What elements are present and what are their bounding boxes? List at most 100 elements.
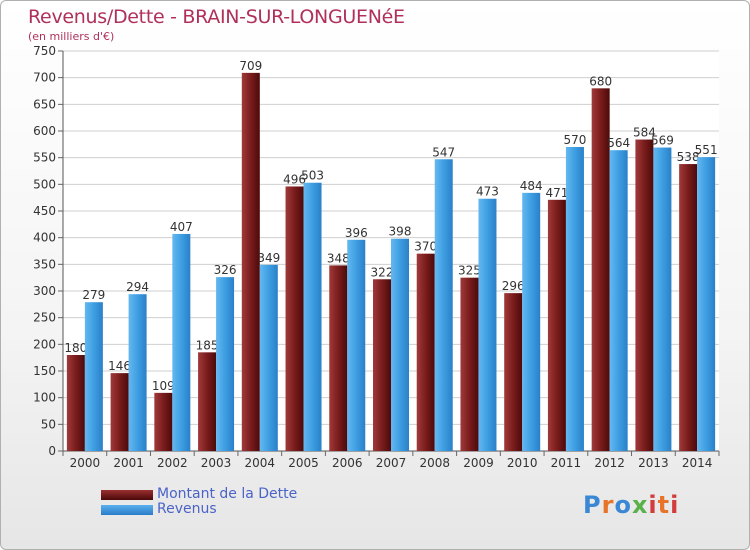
bar-revenus	[653, 147, 672, 452]
data-label-dette: 496	[283, 172, 306, 186]
data-label-dette: 325	[458, 264, 481, 278]
data-label-revenus: 570	[563, 133, 586, 147]
data-label-dette: 584	[633, 126, 656, 140]
data-label-dette: 296	[502, 279, 525, 293]
y-tick-label: 300	[33, 284, 56, 298]
brand-logo: Proxiti	[583, 491, 680, 519]
y-tick-label: 550	[33, 151, 56, 165]
data-label-revenus: 396	[345, 226, 368, 240]
x-tick-label: 2008	[419, 456, 450, 470]
data-label-dette: 538	[677, 150, 700, 164]
bar-dette	[154, 392, 173, 451]
bar-revenus	[172, 233, 191, 451]
y-tick-label: 750	[33, 44, 56, 58]
data-label-dette: 680	[589, 74, 612, 88]
data-label-dette: 322	[371, 265, 394, 279]
data-label-revenus: 326	[214, 263, 237, 277]
chart-subtitle: (en milliers d'€)	[28, 30, 115, 43]
y-tick-label: 600	[33, 124, 56, 138]
y-tick-label: 250	[33, 311, 56, 325]
y-tick-label: 0	[48, 444, 56, 458]
data-label-dette: 709	[239, 59, 262, 73]
bar-revenus	[259, 264, 278, 451]
bar-revenus	[565, 147, 584, 451]
bar-dette	[416, 253, 435, 451]
y-tick-label: 400	[33, 231, 56, 245]
bar-revenus	[84, 302, 103, 451]
legend-swatch-dette	[101, 490, 153, 500]
data-label-revenus: 551	[695, 143, 718, 157]
y-tick-label: 500	[33, 177, 56, 191]
data-label-revenus: 294	[126, 280, 149, 294]
bar-dette	[373, 279, 391, 451]
x-tick-label: 2013	[638, 456, 669, 470]
bar-revenus	[697, 157, 716, 451]
bar-revenus	[391, 238, 409, 451]
bar-revenus	[128, 294, 147, 451]
data-label-revenus: 564	[607, 136, 630, 150]
x-tick-label: 2004	[245, 456, 276, 470]
x-tick-label: 2010	[507, 456, 538, 470]
data-label-revenus: 547	[432, 145, 455, 159]
data-label-revenus: 503	[301, 169, 324, 183]
bar-dette	[285, 186, 304, 451]
data-label-revenus: 349	[257, 251, 280, 265]
legend-label-revenus: Revenus	[157, 501, 217, 517]
data-label-revenus: 473	[476, 185, 499, 199]
data-label-revenus: 398	[389, 225, 412, 239]
y-tick-label: 50	[41, 417, 56, 431]
bar-revenus	[303, 182, 322, 451]
data-label-dette: 348	[327, 251, 350, 265]
x-tick-label: 2006	[332, 456, 363, 470]
data-label-dette: 185	[196, 338, 219, 352]
y-tick-label: 100	[33, 391, 56, 405]
bar-revenus	[478, 198, 497, 451]
x-tick-label: 2001	[113, 456, 144, 470]
bar-dette	[241, 72, 260, 451]
x-tick-label: 2012	[594, 456, 625, 470]
bar-revenus	[347, 239, 366, 451]
data-label-dette: 146	[108, 359, 131, 373]
x-tick-label: 2014	[682, 456, 713, 470]
bar-dette	[110, 373, 129, 451]
bar-revenus	[434, 159, 453, 451]
x-tick-label: 2002	[157, 456, 188, 470]
bar-revenus	[609, 150, 628, 451]
bar-dette	[198, 352, 217, 451]
data-label-dette: 471	[545, 186, 568, 200]
data-label-revenus: 484	[520, 179, 543, 193]
y-tick-label: 150	[33, 364, 56, 378]
y-tick-label: 700	[33, 71, 56, 85]
legend-label-dette: Montant de la Dette	[157, 486, 298, 502]
data-label-dette: 180	[64, 341, 87, 355]
data-label-revenus: 569	[651, 134, 674, 148]
y-tick-label: 350	[33, 257, 56, 271]
y-tick-label: 650	[33, 97, 56, 111]
y-tick-label: 450	[33, 204, 56, 218]
bar-revenus	[522, 192, 541, 451]
bar-dette	[635, 139, 654, 452]
data-label-revenus: 407	[170, 220, 193, 234]
x-tick-label: 2007	[376, 456, 407, 470]
x-tick-label: 2011	[551, 456, 582, 470]
x-tick-label: 2009	[463, 456, 494, 470]
bar-dette	[679, 164, 698, 452]
legend-swatch-revenus	[101, 505, 153, 515]
x-tick-label: 2005	[288, 456, 319, 470]
y-tick-label: 200	[33, 337, 56, 351]
bar-dette	[460, 277, 479, 451]
bar-dette	[66, 355, 85, 451]
bar-revenus	[216, 277, 235, 451]
x-tick-label: 2003	[201, 456, 232, 470]
data-label-revenus: 279	[82, 288, 105, 302]
chart-title: Revenus/Dette - BRAIN-SUR-LONGUENéE	[28, 6, 405, 28]
bar-dette	[329, 265, 348, 451]
bar-dette	[591, 88, 610, 451]
data-label-dette: 109	[152, 379, 175, 393]
x-tick-label: 2000	[70, 456, 101, 470]
data-label-dette: 370	[414, 240, 437, 254]
bar-dette	[504, 293, 523, 451]
bar-dette	[547, 199, 566, 451]
